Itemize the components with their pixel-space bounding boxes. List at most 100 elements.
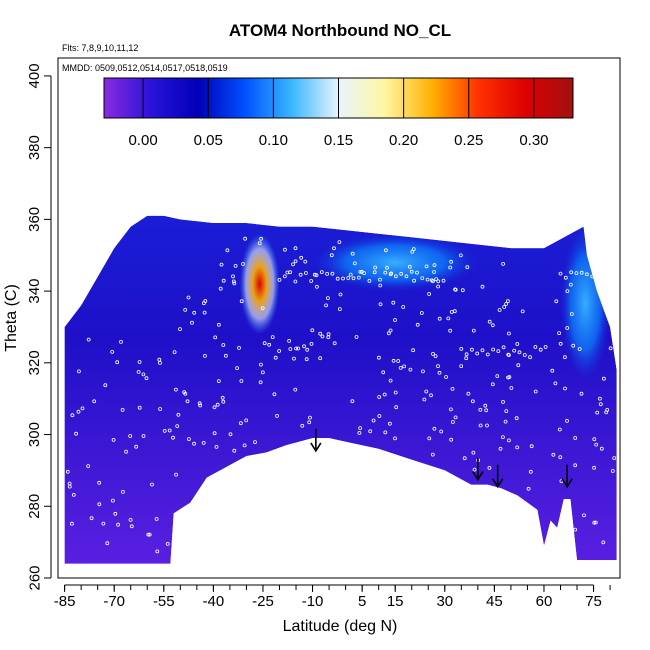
observation-point	[478, 407, 483, 412]
observation-point	[484, 408, 489, 413]
observation-point	[175, 424, 180, 429]
observation-point	[110, 349, 115, 354]
observation-point	[487, 319, 492, 324]
observation-point	[270, 335, 275, 340]
observation-point	[469, 347, 474, 352]
observation-point	[141, 434, 146, 438]
observation-point	[387, 421, 392, 426]
observation-point	[538, 347, 543, 352]
observation-point	[487, 465, 492, 470]
observation-point	[67, 484, 72, 489]
observation-point	[398, 365, 403, 370]
observation-point	[432, 426, 437, 431]
observation-point	[431, 351, 435, 356]
observation-point	[385, 265, 389, 270]
observation-point	[212, 405, 217, 410]
observation-point	[298, 272, 303, 277]
observation-point	[441, 278, 446, 283]
observation-point	[121, 489, 125, 494]
observation-point	[516, 363, 521, 368]
observation-point	[202, 310, 207, 315]
observation-point	[218, 286, 223, 291]
observation-point	[462, 456, 467, 461]
observation-point	[277, 277, 282, 282]
observation-point	[459, 364, 464, 369]
observation-point	[192, 441, 197, 446]
observation-point	[574, 271, 579, 276]
marker-arrow-head	[472, 471, 484, 482]
observation-point	[504, 302, 509, 306]
observation-point	[446, 316, 451, 321]
observation-point	[573, 463, 578, 468]
observation-point	[381, 370, 386, 375]
y-tick-label: 400	[26, 63, 43, 88]
plume-1	[239, 233, 280, 335]
observation-point	[303, 271, 308, 275]
observation-point	[296, 346, 301, 351]
observation-point	[415, 270, 419, 275]
observation-point	[391, 358, 396, 363]
observation-point	[526, 486, 531, 491]
observation-point	[362, 271, 367, 276]
observation-point	[77, 369, 81, 374]
observation-point	[299, 255, 304, 260]
observation-point	[368, 429, 373, 434]
observation-point	[501, 345, 506, 350]
observation-point	[497, 308, 502, 312]
observation-point	[220, 395, 225, 400]
observation-point	[420, 369, 425, 374]
y-tick-label: 260	[26, 565, 43, 590]
observation-point	[176, 412, 181, 417]
observation-point	[377, 414, 382, 418]
observation-point	[501, 261, 506, 266]
observation-point	[310, 328, 315, 333]
observation-point	[450, 386, 455, 391]
observation-point	[573, 436, 578, 440]
observation-point	[590, 274, 595, 279]
observation-point	[326, 332, 331, 337]
observation-point	[116, 522, 120, 527]
observation-point	[136, 369, 141, 374]
observation-point	[383, 430, 388, 435]
plot-frame	[57, 57, 621, 579]
observation-point	[393, 318, 397, 322]
observation-point	[466, 391, 471, 396]
observation-point	[550, 368, 555, 373]
observation-point	[496, 349, 501, 354]
observation-point	[415, 322, 420, 327]
observation-point	[430, 452, 435, 457]
observation-point	[358, 269, 363, 274]
observation-point	[563, 386, 567, 391]
observation-point	[260, 306, 265, 311]
observation-point	[128, 434, 133, 438]
observation-point	[424, 389, 429, 394]
observation-point	[253, 440, 257, 445]
observation-point	[394, 405, 399, 410]
observation-point	[563, 275, 568, 280]
observation-point	[97, 480, 102, 485]
observation-point	[244, 418, 249, 423]
observation-point	[557, 427, 562, 432]
observation-point	[65, 469, 70, 474]
colorbar-tick-label: 0.30	[519, 132, 548, 149]
observation-point	[528, 469, 533, 474]
observation-point	[436, 284, 441, 289]
observation-point	[239, 379, 244, 383]
observation-point	[464, 352, 469, 357]
observation-point	[577, 347, 582, 351]
observation-point	[238, 421, 243, 426]
observation-point	[329, 253, 334, 258]
observation-point	[223, 353, 228, 358]
observation-point	[225, 248, 230, 253]
observation-point	[396, 359, 401, 363]
observation-point	[407, 264, 412, 269]
observation-point	[460, 288, 465, 293]
observation-point	[318, 356, 323, 361]
observation-point	[419, 311, 424, 315]
observation-point	[515, 445, 520, 450]
x-axis-label: Latitude (deg N)	[283, 618, 398, 635]
observation-point	[378, 277, 382, 282]
observation-point	[292, 356, 296, 361]
observation-point	[378, 283, 383, 288]
